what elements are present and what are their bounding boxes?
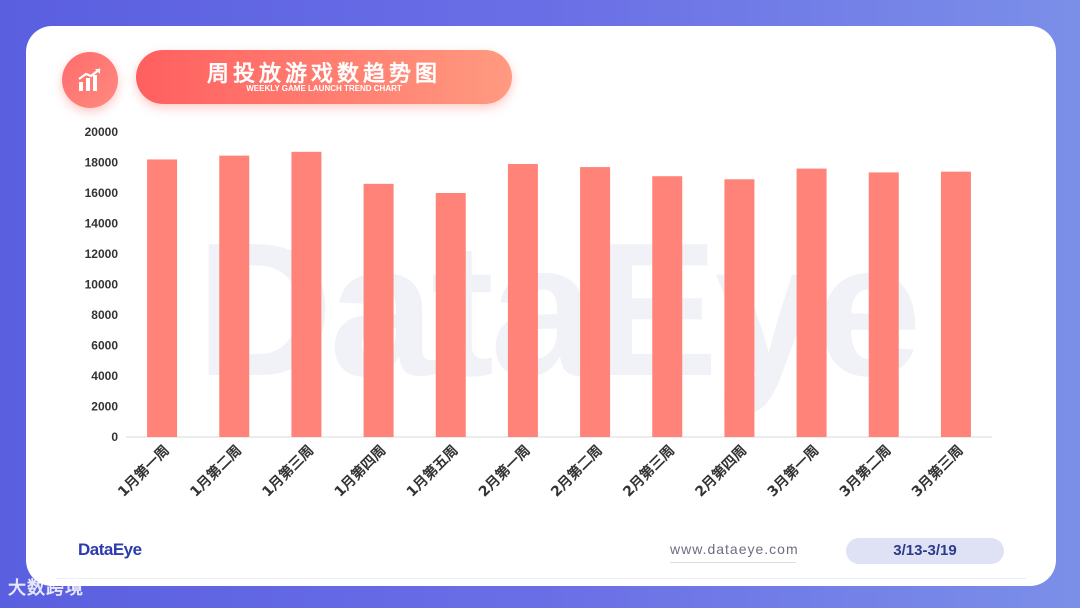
x-tick-label: 1月第四周 (331, 442, 390, 501)
bar (724, 179, 755, 437)
brand-logo: DataEye (78, 540, 142, 559)
bar (507, 164, 538, 437)
bar (796, 168, 827, 437)
y-tick-label: 4000 (91, 369, 118, 383)
x-tick-label: 3月第二周 (836, 442, 895, 501)
y-tick-label: 12000 (85, 247, 119, 261)
bar (435, 193, 466, 437)
website-link[interactable]: www.dataeye.com (670, 541, 799, 557)
bar (868, 172, 899, 437)
title-banner: 周投放游戏数趋势图 WEEKLY GAME LAUNCH TREND CHART (136, 50, 512, 104)
x-tick-label: 2月第三周 (620, 442, 679, 501)
y-tick-label: 0 (111, 430, 118, 444)
x-tick-label: 2月第一周 (475, 442, 534, 501)
chart-subtitle: WEEKLY GAME LAUNCH TREND CHART (246, 84, 402, 93)
x-tick-label: 2月第四周 (692, 442, 751, 501)
bar (652, 176, 683, 437)
x-tick-label: 1月第二周 (187, 442, 246, 501)
x-tick-label: 3月第三周 (908, 442, 967, 501)
y-tick-label: 14000 (85, 217, 119, 231)
bar (291, 151, 322, 437)
x-tick-label: 1月第五周 (403, 442, 462, 501)
x-tick-label: 1月第三周 (259, 442, 318, 501)
date-range-badge: 3/13-3/19 (846, 538, 1004, 564)
corner-watermark: 大数跨境 (8, 578, 84, 599)
website-underline (670, 562, 796, 563)
y-tick-label: 10000 (85, 278, 119, 292)
chart-title: 周投放游戏数趋势图 (206, 62, 441, 87)
y-tick-label: 18000 (85, 156, 119, 170)
y-tick-label: 2000 (91, 400, 118, 414)
y-tick-label: 16000 (85, 186, 119, 200)
x-tick-label: 3月第一周 (764, 442, 823, 501)
chart-growth-icon (62, 52, 118, 108)
bar (940, 171, 971, 437)
y-tick-label: 6000 (91, 339, 118, 353)
y-tick-label: 8000 (91, 308, 118, 322)
y-tick-label: 20000 (85, 125, 119, 139)
bar (580, 167, 611, 437)
bar (147, 159, 178, 437)
bar (363, 183, 394, 437)
bar (219, 155, 250, 437)
footer-divider (56, 578, 1026, 579)
x-tick-label: 1月第一周 (114, 442, 173, 501)
x-tick-label: 2月第二周 (547, 442, 606, 501)
